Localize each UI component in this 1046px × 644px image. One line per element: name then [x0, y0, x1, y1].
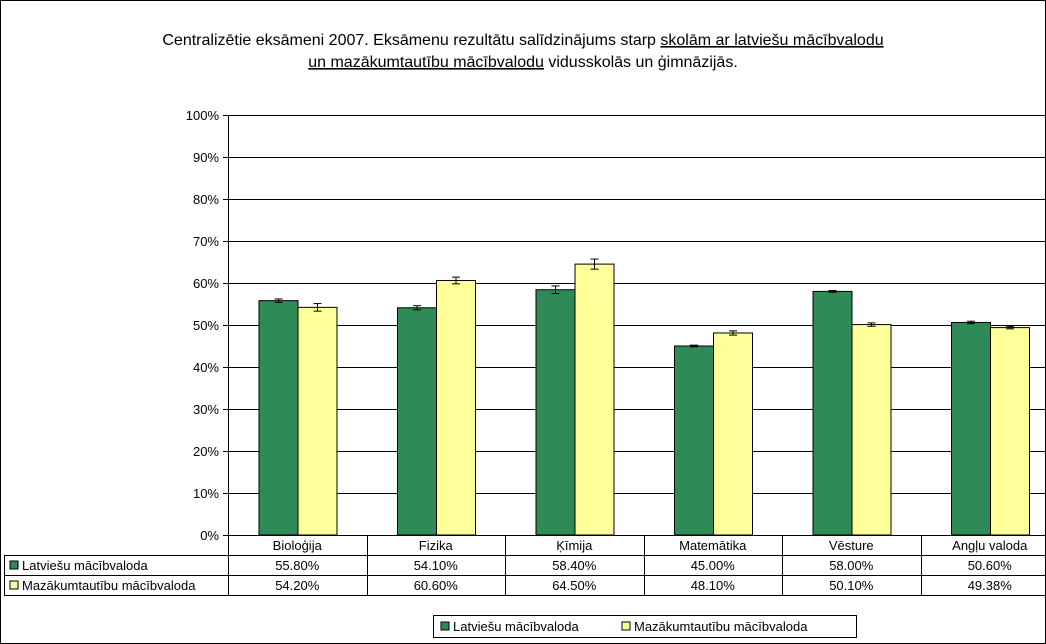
bar — [951, 321, 991, 536]
table-value-cell: 54.20% — [275, 578, 320, 593]
bar — [258, 300, 299, 536]
x-category-label: Angļu valoda — [952, 538, 1028, 553]
x-category-label: Fizika — [419, 538, 454, 553]
table-value-cell: 54.10% — [414, 558, 459, 573]
chart-title-line-1: Centralizētie eksāmeni 2007. Eksāmenu re… — [162, 32, 883, 49]
y-tick-label: 70% — [193, 234, 219, 249]
y-tick-label: 60% — [193, 276, 219, 291]
chart-title-part: vidusskolās un ģimnāzijās. — [544, 53, 738, 71]
y-tick-label: 50% — [193, 318, 219, 333]
y-tick-label: 80% — [193, 192, 219, 207]
table-value-cell: 50.10% — [829, 578, 874, 593]
chart-title-part: skolām ar latviešu mācībvalodu — [660, 32, 883, 49]
chart-title-line-2: un mazākumtautību mācībvalodu vidusskolā… — [308, 53, 738, 71]
bar — [297, 306, 338, 536]
x-category-label: Bioloģija — [273, 538, 323, 553]
y-tick-label: 0% — [200, 528, 219, 543]
y-tick-label: 40% — [193, 360, 219, 375]
y-tick-label: 100% — [186, 108, 220, 123]
x-category-label: Matemātika — [679, 538, 747, 553]
x-category-label: Vēsture — [829, 538, 874, 553]
table-value-cell: 64.50% — [552, 578, 597, 593]
bar — [851, 324, 892, 536]
legend-label: Latviešu mācībvaloda — [453, 619, 580, 634]
chart-title-part: un mazākumtautību mācībvalodu — [308, 54, 544, 71]
y-tick-label: 10% — [193, 486, 219, 501]
table-value-cell: 45.00% — [691, 558, 736, 573]
bar — [574, 263, 615, 536]
bar — [397, 307, 437, 536]
table-legend-key — [9, 580, 19, 590]
table-value-cell: 48.10% — [691, 578, 736, 593]
table-value-cell: 49.38% — [968, 578, 1013, 593]
x-category-label: Ķīmija — [556, 538, 593, 553]
bar — [713, 332, 753, 536]
table-value-cell: 58.00% — [829, 558, 874, 573]
legend-key — [440, 621, 450, 631]
table-series-name: Mazākumtautību mācībvaloda — [22, 578, 196, 593]
bar — [812, 290, 853, 536]
y-tick-label: 30% — [193, 402, 219, 417]
legend-box — [433, 615, 857, 638]
legend-label: Mazākumtautību mācībvaloda — [634, 619, 808, 634]
table-value-cell: 58.40% — [552, 558, 597, 573]
y-tick-label: 90% — [193, 150, 219, 165]
bar — [990, 327, 1030, 536]
table-value-cell: 50.60% — [968, 558, 1013, 573]
table-value-cell: 60.60% — [414, 578, 459, 593]
table-value-cell: 55.80% — [275, 558, 320, 573]
table-series-name: Latviešu mācībvaloda — [22, 558, 149, 573]
chart-title-part: Centralizētie eksāmeni 2007. Eksāmenu re… — [162, 32, 660, 49]
legend-key — [621, 621, 631, 631]
table-legend-key — [9, 560, 19, 570]
bar — [535, 289, 576, 536]
bar — [436, 279, 476, 536]
y-tick-label: 20% — [193, 444, 219, 459]
bar — [674, 345, 714, 536]
